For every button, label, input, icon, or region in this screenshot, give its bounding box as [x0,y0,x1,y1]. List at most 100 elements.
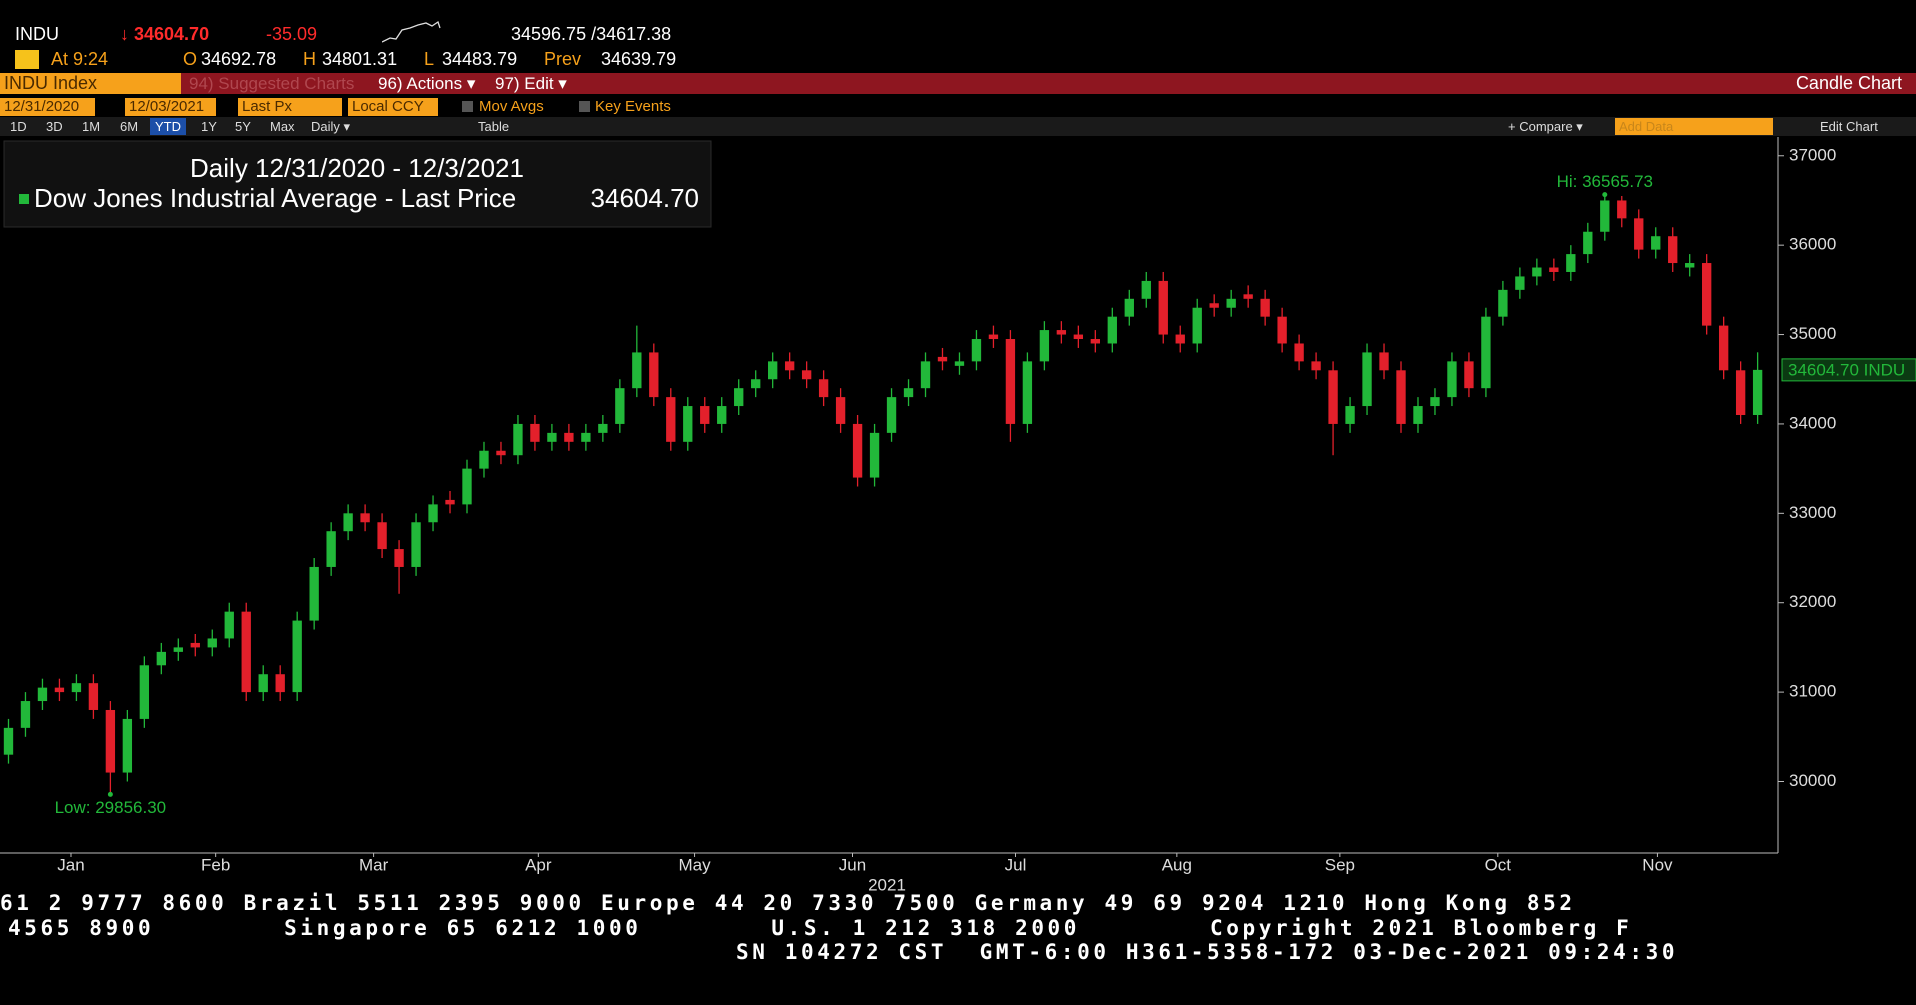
candle-body [1226,298,1236,308]
compare-button[interactable]: + Compare ▾ [1508,119,1583,134]
end-date[interactable]: 12/03/2021 [125,98,216,116]
menu-bar [0,73,1916,94]
candle-body [547,432,557,442]
legend-box [3,140,712,228]
candle-body [1022,361,1033,424]
period-selected[interactable]: YTD [150,118,186,135]
candle-body [258,674,268,693]
candle-body [1532,267,1542,277]
option[interactable]: Mov Avgs [479,98,544,115]
candle-body [1158,280,1168,335]
x-tick-label: Apr [525,855,552,874]
candle-body [343,513,353,532]
x-axis-label: 2021 [868,875,906,894]
x-tick-label: May [678,855,711,874]
candle-body [428,504,438,523]
candle-body [1073,334,1084,340]
candle-body [411,522,421,567]
period[interactable]: Max [270,119,295,134]
last-price-label: 34604.70 INDU [1788,360,1905,379]
period[interactable]: 1Y [201,119,217,134]
candle-body [1192,307,1202,344]
candle-body [903,388,914,398]
x-tick-label: Oct [1485,855,1512,874]
candle-body [581,432,591,442]
candle-body [513,423,523,456]
checkbox[interactable] [462,101,473,112]
currency[interactable]: Local CCY [348,98,438,116]
y-tick-label: 35000 [1789,324,1836,343]
candle-body [1651,236,1661,250]
candle-body [1141,280,1151,299]
candle-body [1752,369,1763,415]
x-tick-label: Sep [1325,855,1355,874]
option[interactable]: Key Events [595,98,671,115]
button-row [0,117,1916,136]
candle-body [496,450,506,456]
high-label: Hi: 36565.73 [1557,172,1653,191]
period[interactable]: 1D [10,119,27,134]
candle-body [869,432,880,478]
x-tick-label: Jan [57,855,84,874]
edit-chart[interactable]: Edit Chart [1820,119,1878,134]
candle-body [54,687,65,693]
period[interactable]: 3D [46,119,63,134]
high-value: 34801.31 [322,49,398,69]
add-data[interactable]: Add Data [1615,118,1773,135]
y-tick-label: 32000 [1789,592,1836,611]
candle-body [1362,352,1372,407]
candle-body [309,566,319,621]
y-tick-label: 37000 [1789,145,1836,164]
menu-item[interactable]: 96) Actions ▾ [378,74,476,93]
checkbox[interactable] [579,101,590,112]
x-tick-label: Aug [1162,855,1192,874]
candle-body [683,406,693,442]
period[interactable]: 5Y [235,119,251,134]
prev-value: 34639.79 [601,49,677,69]
candle-body [1718,325,1729,371]
open-value: 34692.78 [201,49,277,69]
candle-body [818,379,829,398]
candle-body [1311,361,1321,371]
table-button[interactable]: Table [478,119,510,134]
ticker-tape: 4565 8900 Singapore 65 6212 1000 U.S. 1 … [8,916,1633,940]
candle-body [1243,294,1253,299]
candle-body [1294,343,1304,362]
candle-body [173,647,183,652]
security-field[interactable]: INDU Index [0,73,181,94]
candle-body [1413,406,1423,424]
bid-ask: 34596.75 /34617.38 [511,24,672,44]
candle-body [1735,370,1746,415]
candle-body [1430,397,1440,407]
candle-body [1345,406,1355,424]
candle-body [1056,330,1067,335]
candle-body [37,687,48,702]
period[interactable]: 1M [82,119,101,134]
candle-body [852,423,863,478]
low-value: 34483.79 [442,49,518,69]
field[interactable]: Last Px [238,98,342,116]
candle-body [1583,231,1593,255]
candle-body [3,727,14,755]
y-tick-label: 30000 [1789,771,1836,790]
candle-body [717,406,727,424]
candle-body [190,642,200,648]
frequency[interactable]: Daily ▾ [311,119,351,134]
candle-body [1396,370,1406,424]
x-tick-label: Feb [201,855,230,874]
candle-body [801,370,812,380]
candle-body [1685,263,1695,268]
candle-body [886,397,897,433]
high-label: H [303,49,316,69]
menu-item[interactable]: 97) Edit ▾ [495,74,567,93]
low-label: Low: 29856.30 [55,798,167,817]
candle-body [1617,200,1627,219]
period[interactable]: 6M [120,119,139,134]
candle-body [649,352,659,398]
candle-body [156,651,166,666]
chart-type: Candle Chart [1795,73,1902,93]
start-date[interactable]: 12/31/2020 [0,98,95,116]
candle-body [71,683,82,693]
menu-item[interactable]: 94) Suggested Charts [189,74,355,93]
